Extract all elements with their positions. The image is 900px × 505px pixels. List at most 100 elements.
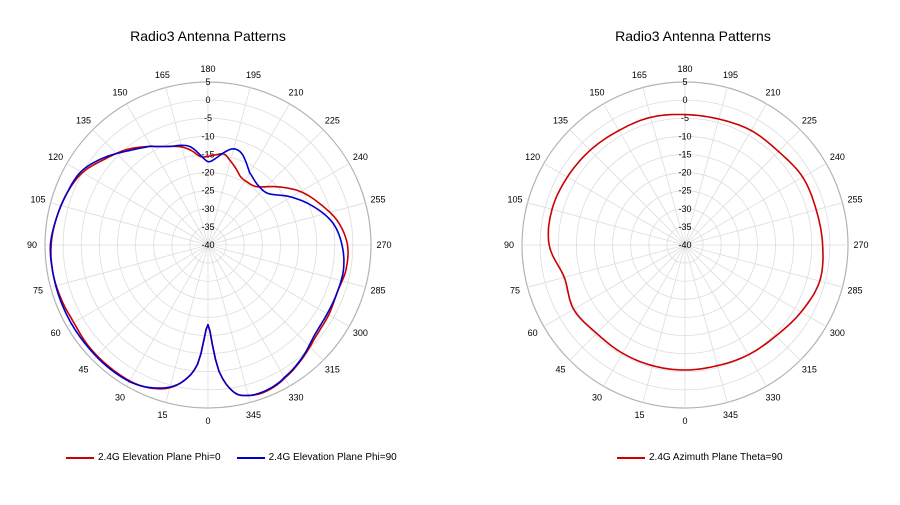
angle-tick-label: 135 [76,116,91,126]
legend-swatch-phi0 [66,456,94,459]
angle-tick-label: 30 [592,392,602,402]
angle-spoke [207,244,290,387]
angle-spoke [50,202,209,246]
angle-tick-label: 270 [376,240,391,250]
angle-spoke [569,129,686,246]
radial-tick-label: 5 [205,77,210,87]
angle-tick-label: 270 [853,240,868,250]
angle-spoke [684,244,827,327]
series-line-phi0 [50,145,349,397]
angle-tick-label: 165 [632,70,647,80]
angle-tick-label: 300 [353,328,368,338]
left-chart-title: Radio3 Antenna Patterns [130,28,286,44]
angle-spoke [684,244,728,403]
angle-tick-label: 315 [325,364,340,374]
angle-spoke [92,244,209,361]
angle-tick-label: 225 [802,116,817,126]
radial-tick-label: -20 [678,168,691,178]
radial-tick-label: -30 [678,204,691,214]
angle-spoke [92,129,209,246]
angle-spoke [165,87,209,246]
angle-tick-label: 345 [246,410,261,420]
angle-tick-label: 60 [528,328,538,338]
angle-tick-label: 255 [370,194,385,204]
angle-tick-label: 15 [157,410,167,420]
angle-spoke [569,244,686,361]
radial-tick-label: -35 [678,222,691,232]
radial-tick-label: -5 [681,113,689,123]
angle-spoke [50,244,209,288]
right-chart-title: Radio3 Antenna Patterns [615,28,771,44]
angle-tick-label: 135 [553,116,568,126]
angle-spoke [642,87,686,246]
angle-tick-label: 75 [510,286,520,296]
angle-spoke [165,244,209,403]
angle-tick-label: 105 [30,194,45,204]
angle-spoke [684,244,767,387]
angle-tick-label: 285 [847,286,862,296]
legend-item-phi90: 2.4G Elevation Plane Phi=90 [236,452,397,463]
angle-spoke [684,129,801,246]
angle-tick-label: 315 [802,364,817,374]
angle-tick-label: 15 [634,410,644,420]
radial-tick-label: 5 [682,77,687,87]
angle-tick-label: 75 [33,286,43,296]
angle-spoke [527,202,686,246]
angle-tick-label: 300 [830,328,845,338]
radial-tick-label: -25 [201,186,214,196]
angle-tick-label: 90 [27,240,37,250]
radial-tick-label: -20 [201,168,214,178]
radial-tick-label: -40 [678,240,691,250]
legend-label-phi90: 2.4G Elevation Plane Phi=90 [268,452,397,463]
angle-tick-label: 90 [504,240,514,250]
angle-tick-label: 330 [765,392,780,402]
angle-spoke [207,87,251,246]
angle-spoke [642,244,686,403]
angle-tick-label: 30 [115,392,125,402]
angle-tick-label: 150 [589,88,604,98]
angle-tick-label: 225 [325,116,340,126]
angle-spoke [207,244,350,327]
radial-tick-label: -35 [201,222,214,232]
radial-tick-label: -40 [201,240,214,250]
angle-tick-label: 255 [847,194,862,204]
angle-tick-label: 180 [200,64,215,74]
legend-swatch-azimuth [617,456,645,459]
angle-spoke [126,244,209,387]
radial-tick-label: -10 [201,131,214,141]
angle-spoke [66,163,209,246]
legend-item-phi0: 2.4G Elevation Plane Phi=0 [66,452,221,463]
left-polar-plot: 1801952102252402552702853003153303450153… [27,64,392,426]
angle-spoke [684,244,843,288]
angle-spoke [66,244,209,327]
angle-spoke [543,244,686,327]
angle-spoke [684,103,767,246]
radial-tick-label: -25 [678,186,691,196]
angle-spoke [126,103,209,246]
radial-tick-label: -15 [201,149,214,159]
angle-tick-label: 45 [556,364,566,374]
angle-spoke [207,244,251,403]
legend-swatch-phi90 [236,456,265,459]
series-line-azimuth [547,113,824,371]
angle-tick-label: 45 [79,364,89,374]
radial-tick-label: -30 [201,204,214,214]
angle-spoke [684,244,801,361]
right-chart-legend: 2.4G Azimuth Plane Theta=90 [617,452,799,463]
left-chart-legend: 2.4G Elevation Plane Phi=0 2.4G Elevatio… [66,452,413,463]
angle-tick-label: 105 [507,194,522,204]
angle-spoke [207,163,350,246]
radial-tick-label: -15 [678,149,691,159]
angle-spoke [684,202,843,246]
angle-spoke [684,87,728,246]
angle-tick-label: 180 [677,64,692,74]
series-line-phi90 [49,144,345,397]
angle-tick-label: 120 [525,152,540,162]
right-polar-plot: 1801952102252402552702853003153303450153… [504,64,869,426]
angle-spoke [527,244,686,288]
angle-tick-label: 210 [288,88,303,98]
angle-tick-label: 150 [112,88,127,98]
angle-tick-label: 345 [723,410,738,420]
radial-tick-label: 0 [205,95,210,105]
